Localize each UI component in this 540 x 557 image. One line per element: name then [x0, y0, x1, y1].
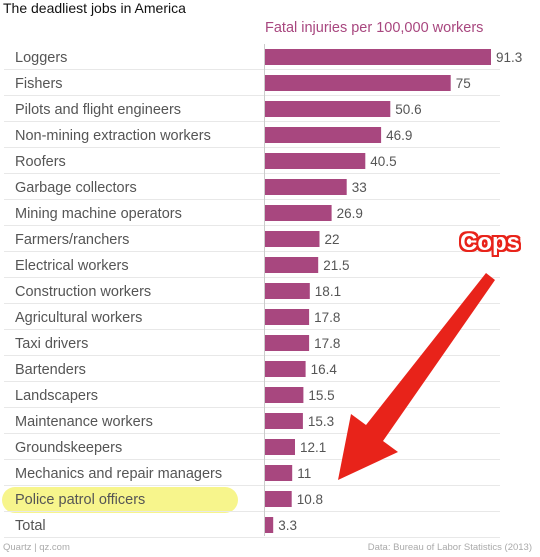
bar-taxi-drivers [265, 335, 310, 351]
data-source: Data: Bureau of Labor Statistics (2013) [367, 542, 532, 553]
labels-layer: Loggers 91.3 Fishers 75 Pilots and flight en… [15, 50, 522, 534]
category-label-mechanics-and-repair-managers: Mechanics and repair managers [15, 466, 222, 482]
bar-loggers [265, 49, 491, 65]
chart-title: The deadliest jobs in America [3, 0, 186, 16]
value-label-police-patrol-officers: 10.8 [297, 492, 323, 507]
bar-construction-workers [265, 283, 310, 299]
value-label-fishers: 75 [456, 76, 471, 91]
value-label-maintenance-workers: 15.3 [308, 414, 334, 429]
category-label-police-patrol-officers: Police patrol officers [15, 492, 145, 508]
bar-garbage-collectors [265, 179, 347, 195]
value-label-mechanics-and-repair-managers: 11 [297, 466, 311, 481]
category-label-bartenders: Bartenders [15, 362, 86, 378]
bar-mining-machine-operators [265, 205, 332, 221]
bar-mechanics-and-repair-managers [265, 465, 293, 481]
category-label-total: Total [15, 518, 46, 534]
callout-arrow-group [338, 273, 495, 480]
value-label-non-mining-extraction-workers: 46.9 [386, 128, 412, 143]
value-label-bartenders: 16.4 [311, 362, 338, 377]
category-label-roofers: Roofers [15, 154, 66, 170]
value-label-total: 3.3 [278, 518, 297, 533]
value-label-roofers: 40.5 [370, 154, 396, 169]
bar-electrical-workers [265, 257, 319, 273]
category-label-taxi-drivers: Taxi drivers [15, 336, 88, 352]
category-label-garbage-collectors: Garbage collectors [15, 180, 137, 196]
bar-roofers [265, 153, 366, 169]
category-label-groundskeepers: Groundskeepers [15, 440, 122, 456]
bar-bartenders [265, 361, 306, 377]
value-label-loggers: 91.3 [496, 50, 522, 65]
category-label-construction-workers: Construction workers [15, 284, 151, 300]
value-label-garbage-collectors: 33 [352, 180, 367, 195]
bar-landscapers [265, 387, 304, 403]
category-label-farmers-ranchers: Farmers/ranchers [15, 232, 129, 248]
category-label-agricultural-workers: Agricultural workers [15, 310, 142, 326]
bar-agricultural-workers [265, 309, 310, 325]
highlight-layer [2, 487, 238, 513]
bar-fishers [265, 75, 451, 91]
value-label-farmers-ranchers: 22 [325, 232, 340, 247]
bar-total [265, 517, 274, 533]
bar-police-patrol-officers [265, 491, 292, 507]
bar-groundskeepers [265, 439, 295, 455]
value-label-landscapers: 15.5 [308, 388, 334, 403]
highlight-police-patrol-officers [2, 487, 238, 513]
value-axis-label: Fatal injuries per 100,000 workers [265, 20, 484, 36]
category-label-non-mining-extraction-workers: Non-mining extraction workers [15, 128, 211, 144]
bar-farmers-ranchers [265, 231, 320, 247]
callout-arrow [338, 273, 495, 480]
category-label-maintenance-workers: Maintenance workers [15, 414, 153, 430]
value-label-groundskeepers: 12.1 [300, 440, 326, 455]
bar-maintenance-workers [265, 413, 303, 429]
category-label-pilots-and-flight-engineers: Pilots and flight engineers [15, 102, 181, 118]
category-label-landscapers: Landscapers [15, 388, 98, 404]
bar-non-mining-extraction-workers [265, 127, 382, 143]
value-label-taxi-drivers: 17.8 [314, 336, 340, 351]
value-label-construction-workers: 18.1 [315, 284, 341, 299]
value-label-mining-machine-operators: 26.9 [337, 206, 363, 221]
value-label-agricultural-workers: 17.8 [314, 310, 340, 325]
value-label-pilots-and-flight-engineers: 50.6 [395, 102, 421, 117]
source-credit: Quartz | qz.com [3, 542, 70, 553]
callout-label: Cops [460, 229, 520, 256]
row-dividers [4, 69, 500, 538]
category-label-loggers: Loggers [15, 50, 67, 66]
bar-pilots-and-flight-engineers [265, 101, 391, 117]
bars-layer [265, 49, 491, 533]
category-label-fishers: Fishers [15, 76, 63, 92]
category-label-mining-machine-operators: Mining machine operators [15, 206, 182, 222]
value-label-electrical-workers: 21.5 [323, 258, 349, 273]
category-label-electrical-workers: Electrical workers [15, 258, 129, 274]
